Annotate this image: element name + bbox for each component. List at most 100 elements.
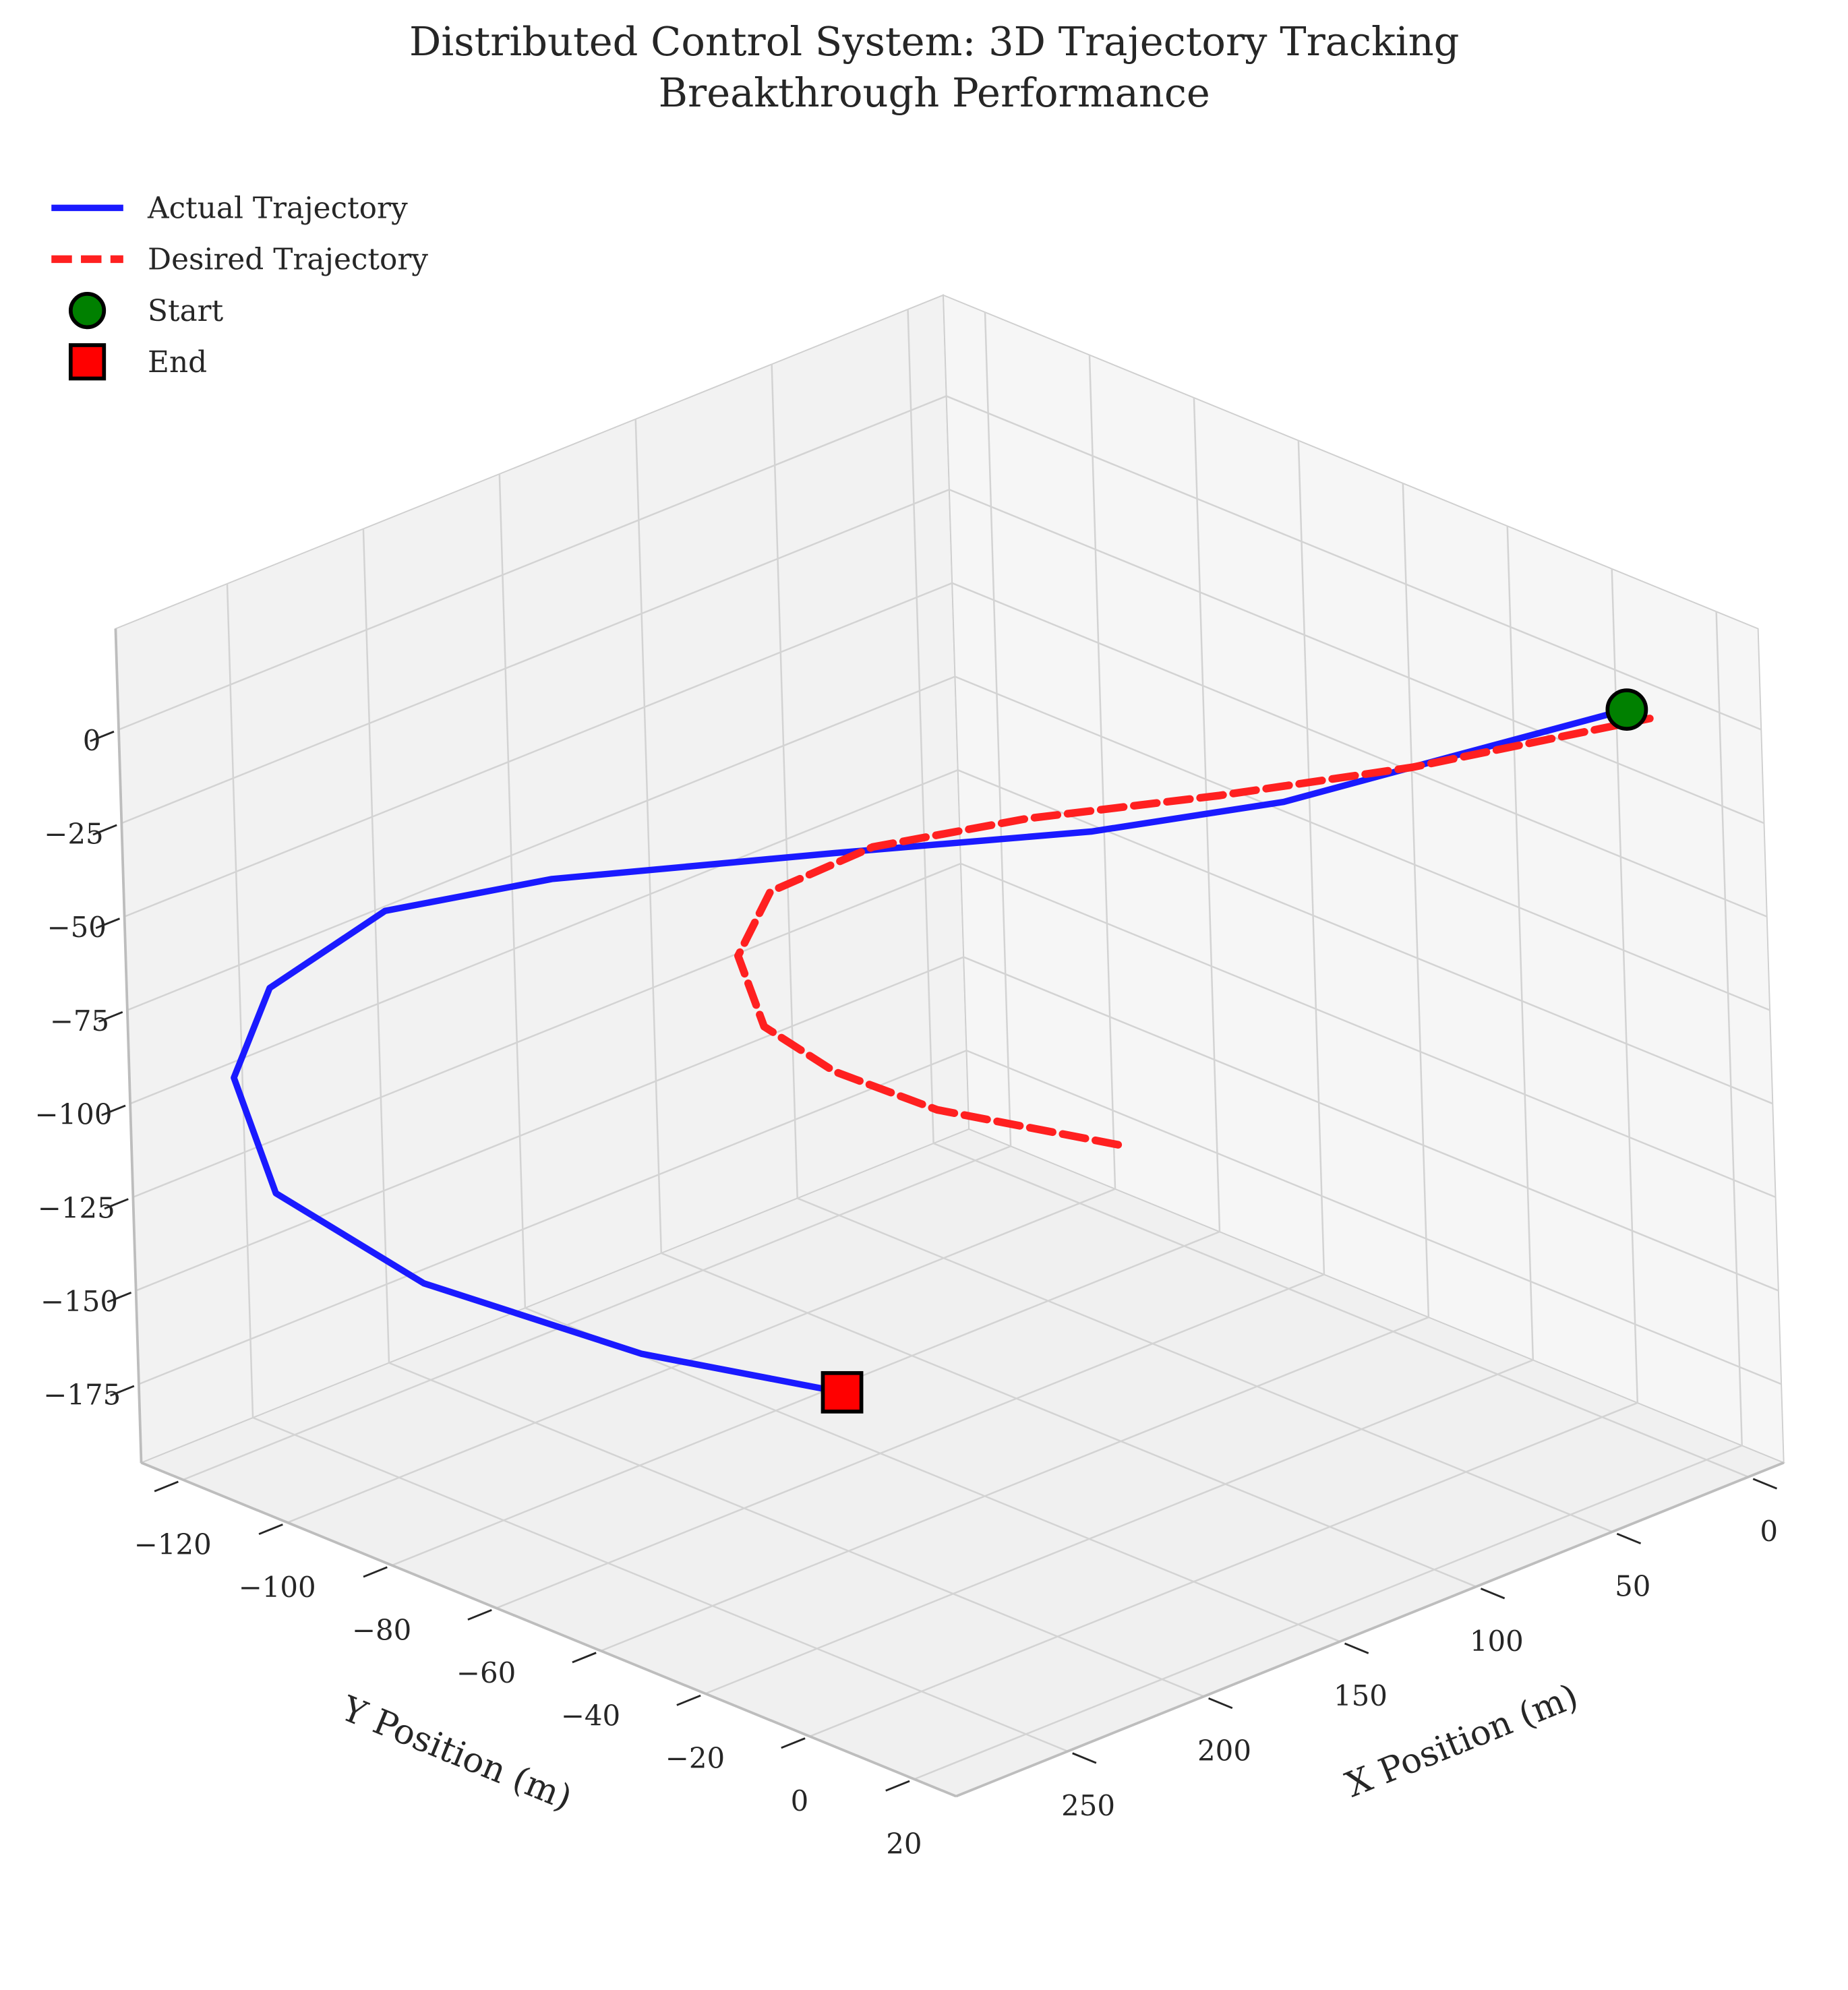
legend-label: Actual Trajectory [147,191,408,226]
chart-title: Distributed Control System: 3D Trajector… [409,18,1459,65]
grid-line [132,862,961,1199]
y-tick-label: 0 [791,1784,809,1817]
tick-mark [92,824,117,836]
z-tick-label: −150 [40,1285,118,1318]
tick-mark [110,1385,135,1397]
legend-label: Start [148,294,224,328]
grid-line [600,1316,1429,1652]
tick-mark [104,1198,129,1210]
legend-marker [68,291,107,330]
grid-line [771,364,798,1199]
x-tick-label: 250 [1061,1789,1115,1822]
grid-line [1088,355,1116,1189]
right-wall-pane [943,294,1785,1464]
z-tick-label: −25 [44,818,103,851]
axis-line [114,628,143,1463]
grid-line [951,582,1768,917]
tick-mark [1344,1642,1369,1654]
legend-marker [68,343,107,381]
grid-line [124,582,953,917]
grid-line [136,956,964,1292]
grid-line [914,1445,1743,1780]
axis-line [955,1461,1785,1798]
tick-mark [572,1652,597,1664]
grid-line [966,1050,1782,1385]
grid-line [183,1145,1011,1481]
tick-mark [1752,1478,1778,1490]
x-tick-label: 100 [1470,1625,1524,1658]
grid-line [121,489,950,824]
legend-label: End [148,345,207,380]
grid-line [362,529,390,1363]
grid-line [496,1273,1325,1609]
z-tick-label: −50 [47,911,107,944]
grid-line [127,675,955,1011]
trajectory-line [231,706,1630,1396]
tick-mark [101,1104,126,1116]
grid-line [391,1231,1220,1567]
grid-line [525,1307,1340,1643]
legend: Actual Trajectory Desired Trajectory Start… [51,191,428,381]
legend-label: Desired Trajectory [148,243,428,277]
tick-mark [1208,1697,1233,1710]
y-tick-label: −60 [456,1656,516,1689]
grid-line [907,309,934,1144]
grid-line [797,1197,1613,1533]
grid-line [118,395,947,731]
tick-mark [154,1480,179,1492]
grid-line [946,395,1762,731]
tick-mark [363,1566,388,1578]
grid-line [129,769,959,1105]
x-tick-label: 150 [1334,1679,1388,1712]
grid-line [634,419,663,1253]
tick-mark [467,1608,492,1621]
axis-line [140,1461,957,1798]
y-tick-label: −20 [665,1742,725,1775]
grid-line [1715,611,1743,1446]
grid [118,309,1782,1780]
grid-line [287,1188,1116,1524]
tick-mark [781,1737,806,1749]
z-tick-label: 0 [83,724,101,757]
y-tick-label: −100 [239,1571,316,1604]
grid-line [705,1359,1534,1695]
x-tick-label: 200 [1197,1735,1251,1768]
grid-line [252,1416,1069,1753]
grid-line [809,1401,1638,1737]
y-tick-label: −80 [352,1613,411,1646]
chart-title: Breakthrough Performance [659,69,1210,116]
grid-line [957,769,1773,1105]
grid-line [1506,526,1534,1360]
y-tick-label: −120 [134,1528,212,1561]
grid-line [933,1142,1749,1478]
grid-line [226,583,254,1418]
grid-line [949,489,1764,824]
x-tick-label: 50 [1615,1569,1650,1602]
y-tick-label: 20 [886,1828,922,1861]
z-tick-label: −175 [43,1379,121,1412]
tick-mark [107,1292,132,1303]
grid-line [984,312,1012,1147]
grid-line [1297,440,1325,1275]
grid-line [388,1362,1205,1697]
y-tick-label: −40 [561,1699,620,1732]
grid-line [138,1050,967,1385]
trajectory-line [734,715,1654,1150]
tick-mark [258,1524,283,1535]
z-tick-label: −75 [50,1004,109,1037]
tick-mark [1616,1532,1642,1544]
z-tick-label: −125 [38,1191,115,1224]
tick-mark [98,1011,123,1023]
x-tick-label: 0 [1760,1515,1778,1548]
plot-area [231,688,1654,1414]
tick-mark [1072,1752,1097,1764]
grid-line [498,474,527,1308]
grid-line [1402,483,1430,1318]
z-tick-label: −100 [34,1098,112,1131]
grid-line [960,862,1777,1199]
grid-line [661,1252,1477,1588]
grid-line [954,675,1770,1011]
start-marker [1605,688,1648,731]
